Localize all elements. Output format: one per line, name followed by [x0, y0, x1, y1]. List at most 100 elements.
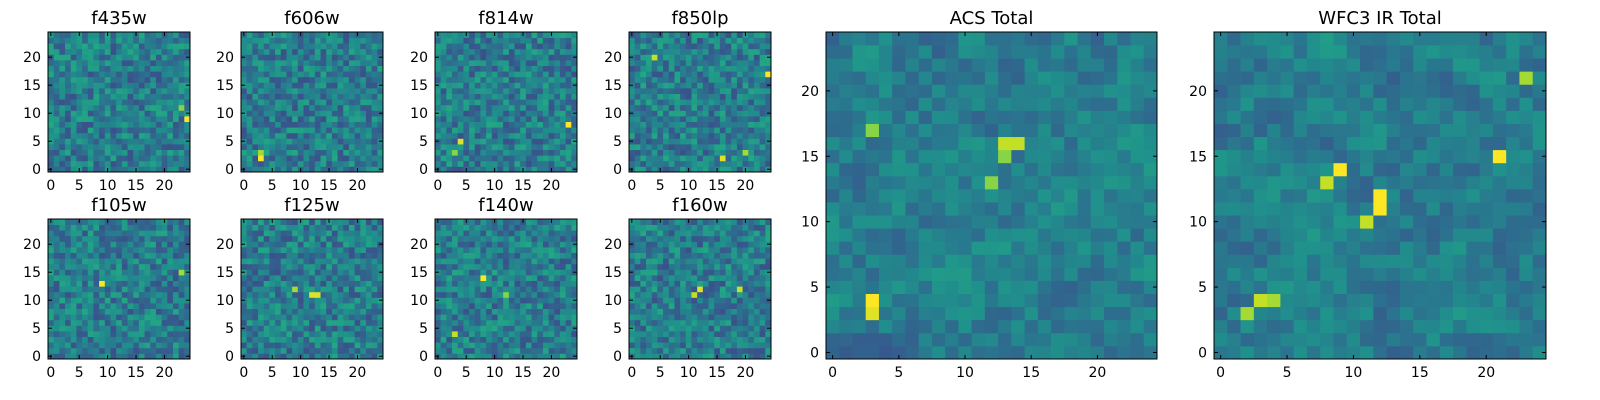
heatmap-cell [742, 275, 749, 281]
heatmap-cell [452, 54, 459, 61]
heatmap-cell [697, 297, 704, 304]
heatmap-cell [65, 269, 72, 276]
heatmap-cell [167, 99, 174, 106]
heatmap-cell [150, 132, 157, 139]
heatmap-cell [53, 252, 60, 259]
heatmap-cell [155, 291, 162, 298]
heatmap-cell [491, 104, 498, 111]
heatmap-cell [474, 76, 481, 83]
heatmap-cell [663, 132, 670, 139]
heatmap-cell [503, 65, 510, 72]
heatmap-cell [110, 325, 117, 332]
heatmap-cell [634, 286, 641, 293]
heatmap-cell [663, 127, 670, 134]
heatmap-cell [731, 308, 738, 315]
heatmap-cell [65, 88, 72, 94]
heatmap-cell [70, 331, 77, 337]
heatmap-cell [753, 291, 761, 298]
heatmap-cell [377, 88, 384, 94]
y-tick-label: 5 [32, 321, 41, 337]
heatmap-cell [297, 347, 304, 354]
heatmap-cell [150, 230, 157, 237]
heatmap-cell [320, 110, 327, 117]
heatmap-cell [554, 127, 561, 134]
heatmap-cell [685, 71, 692, 78]
heatmap-cell [116, 308, 123, 315]
heatmap-cell [263, 263, 270, 270]
heatmap-cell [759, 65, 766, 72]
heatmap-cell [486, 347, 493, 354]
heatmap-cell [252, 76, 259, 83]
heatmap-cell [269, 99, 276, 106]
heatmap-cell [104, 149, 111, 156]
heatmap-cell [93, 32, 100, 38]
heatmap-cell [144, 54, 151, 61]
heatmap-cell [469, 160, 476, 167]
heatmap-cell [736, 37, 743, 44]
heatmap-cell [331, 319, 338, 326]
heatmap-cell [178, 241, 185, 248]
heatmap-cell [748, 336, 755, 343]
heatmap-cell [685, 297, 692, 304]
heatmap-cell [104, 60, 111, 66]
heatmap-cell [303, 32, 310, 38]
heatmap-cell [138, 314, 145, 321]
heatmap-cell [167, 93, 174, 100]
heatmap-cell [714, 54, 721, 61]
heatmap-cell [172, 155, 180, 162]
heatmap-cell [651, 291, 658, 298]
x-tick-label: 0 [239, 365, 248, 381]
heatmap-cell [474, 127, 481, 134]
heatmap-cell [559, 319, 567, 326]
heatmap-cell [559, 104, 567, 111]
heatmap-cell [759, 110, 766, 117]
heatmap-cell [348, 132, 355, 139]
heatmap-cell [252, 219, 259, 225]
heatmap-cell [138, 269, 145, 276]
heatmap-cell [53, 48, 60, 55]
heatmap-cell [99, 104, 106, 111]
heatmap-cell [314, 116, 321, 122]
heatmap-cell [646, 325, 653, 332]
heatmap-cell [537, 82, 544, 89]
heatmap-cell [474, 138, 481, 145]
heatmap-cell [503, 37, 510, 44]
heatmap-cell [474, 149, 481, 156]
heatmap-cell [525, 144, 532, 150]
heatmap-cell [537, 104, 544, 111]
heatmap-cell [286, 166, 293, 173]
heatmap-cell [53, 347, 60, 354]
heatmap-cell [303, 37, 310, 44]
heatmap-cell [646, 32, 653, 38]
heatmap-cell [172, 258, 180, 265]
heatmap-cell [53, 224, 60, 231]
heatmap-cell [292, 224, 299, 231]
heatmap-cell [178, 54, 185, 61]
heatmap-cell [634, 347, 641, 354]
heatmap-cell [542, 241, 549, 248]
heatmap-cell [542, 149, 549, 156]
heatmap-cell [440, 303, 447, 309]
heatmap-cell [446, 263, 453, 270]
heatmap-cell [457, 127, 464, 134]
heatmap-cell [765, 93, 772, 100]
heatmap-cell [559, 99, 567, 106]
heatmap-cell [297, 314, 304, 321]
heatmap-cell [116, 43, 123, 50]
heatmap-cell [280, 303, 287, 309]
heatmap-cell [297, 93, 304, 100]
heatmap-cell [474, 37, 481, 44]
heatmap-cell [150, 308, 157, 315]
heatmap-cell [480, 353, 487, 360]
heatmap-cell [161, 104, 168, 111]
heatmap-cell [178, 331, 185, 337]
heatmap-cell [87, 353, 94, 360]
heatmap-cell [286, 347, 293, 354]
heatmap-cell [320, 303, 327, 309]
heatmap-cell [150, 269, 157, 276]
heatmap-cell [469, 121, 476, 128]
heatmap-cell [360, 71, 367, 78]
heatmap-cell [365, 71, 373, 78]
heatmap-cell [525, 99, 532, 106]
heatmap-cell [297, 127, 304, 134]
